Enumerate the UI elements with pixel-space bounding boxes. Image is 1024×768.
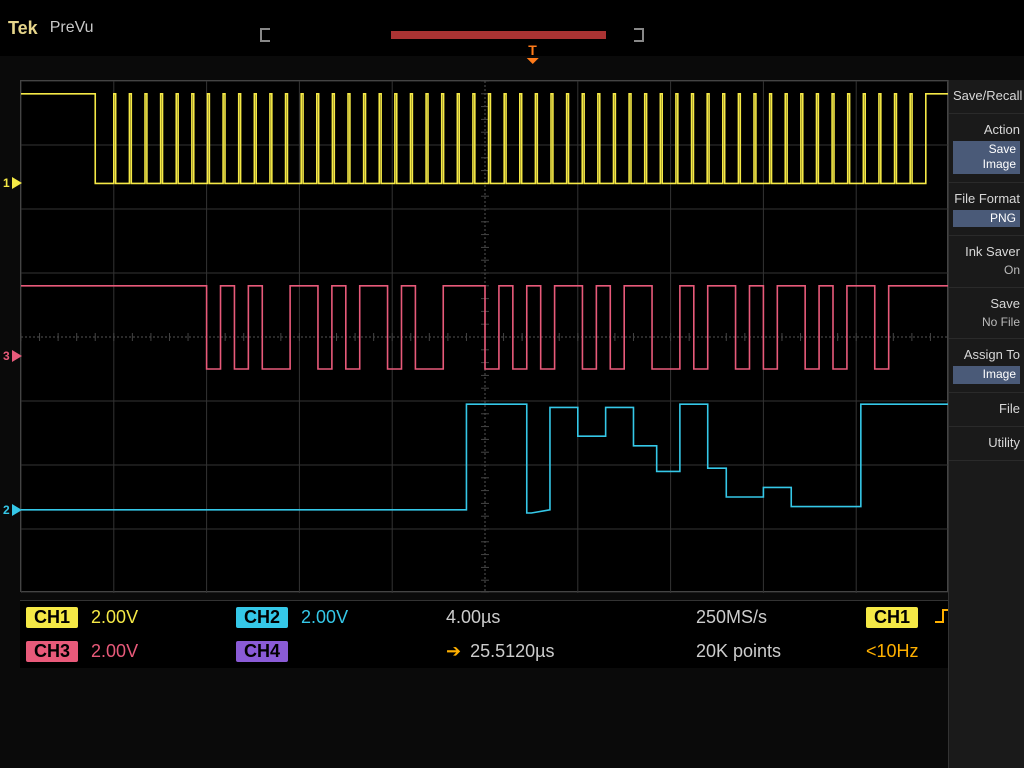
trigger-position-marker: T [528, 42, 537, 58]
trigger-t-label: T [528, 42, 537, 58]
sidemenu-label: File [999, 401, 1020, 416]
sidemenu-label: Save/Recall [953, 88, 1022, 103]
sidemenu-value: PNG [953, 210, 1020, 228]
sidemenu-label: Action [984, 122, 1020, 137]
ch1-status: CH1 2.00V [20, 607, 230, 628]
acq-mode: PreVu [50, 19, 94, 37]
brand-logo: Tek [8, 18, 38, 39]
ch3-status: CH3 2.00V [20, 641, 230, 662]
sidemenu-value: Image [953, 366, 1020, 384]
timebase-status: 4.00µs [440, 607, 690, 628]
sidemenu-item-0[interactable]: Save/Recall [949, 80, 1024, 114]
ch1-badge: CH1 [26, 607, 78, 628]
gnd-marker-ch3: 3 [3, 349, 22, 363]
top-bar: Tek PreVu [0, 0, 1024, 56]
sidemenu-label: Utility [988, 435, 1020, 450]
sidemenu-label: Assign To [964, 347, 1020, 362]
side-menu: Save/Recall Action Save Image File Format PN… [948, 80, 1024, 768]
sidemenu-item-5[interactable]: Assign To Image [949, 339, 1024, 392]
sidemenu-label: File Format [954, 191, 1020, 206]
record-len-status: 20K points [690, 641, 860, 662]
waveform-svg [21, 81, 949, 593]
delay-value: 25.5120µs [470, 641, 554, 661]
sidemenu-item-3[interactable]: Ink Saver On [949, 236, 1024, 287]
sidemenu-value: Save Image [953, 141, 1020, 174]
sidemenu-item-4[interactable]: Save No File [949, 288, 1024, 339]
ch2-vdiv: 2.00V [301, 607, 348, 627]
sidemenu-label: Save [990, 296, 1020, 311]
oscilloscope-screen: Tek PreVu T 123 CH1 2.00V CH2 2.00V 4.00… [0, 0, 1024, 768]
delay-arrow-icon: ➔ [446, 641, 461, 661]
ch3-badge: CH3 [26, 641, 78, 662]
sidemenu-value: No File [953, 315, 1020, 331]
ch1-vdiv: 2.00V [91, 607, 138, 627]
gnd-marker-ch2: 2 [3, 503, 22, 517]
status-bar: CH1 2.00V CH2 2.00V 4.00µs 250MS/s CH1 1… [20, 600, 948, 668]
sidemenu-item-2[interactable]: File Format PNG [949, 183, 1024, 236]
sample-rate-status: 250MS/s [690, 607, 860, 628]
gnd-marker-ch1: 1 [3, 176, 22, 190]
trig-src-badge: CH1 [866, 607, 918, 628]
ch2-status: CH2 2.00V [230, 607, 440, 628]
ch4-status: CH4 [230, 641, 440, 662]
sidemenu-item-1[interactable]: Action Save Image [949, 114, 1024, 183]
sidemenu-item-7[interactable]: Utility [949, 427, 1024, 461]
ch4-badge: CH4 [236, 641, 288, 662]
delay-status: ➔ 25.5120µs [440, 641, 690, 662]
waveform-display[interactable]: 123 [20, 80, 948, 592]
ch3-vdiv: 2.00V [91, 641, 138, 661]
sidemenu-item-6[interactable]: File [949, 393, 1024, 427]
ch2-badge: CH2 [236, 607, 288, 628]
sidemenu-value: On [953, 263, 1020, 279]
sidemenu-label: Ink Saver [965, 244, 1020, 259]
acquisition-bar [260, 28, 644, 42]
